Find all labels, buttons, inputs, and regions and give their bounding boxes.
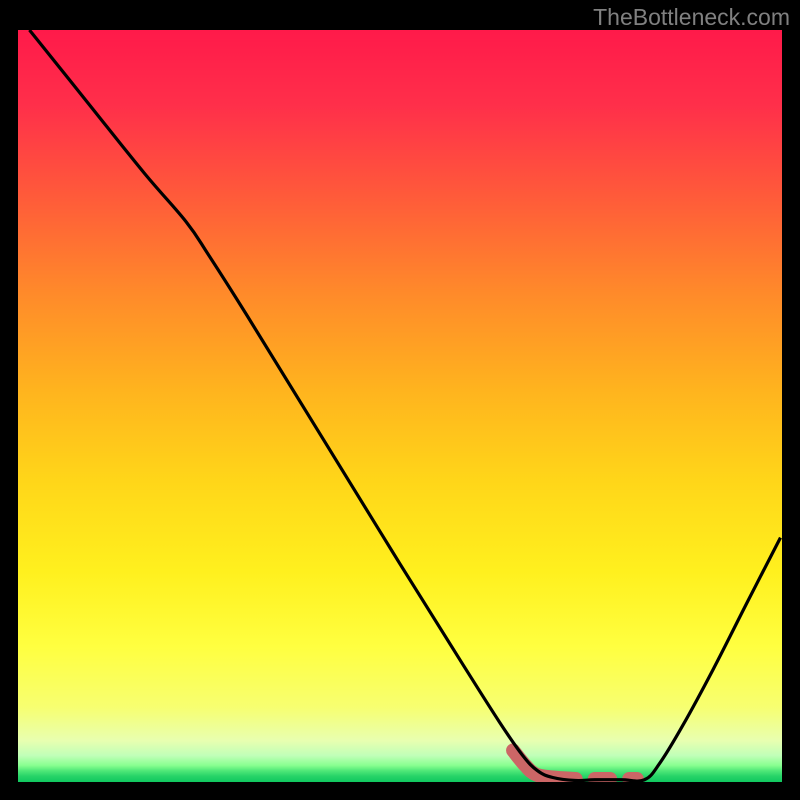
gradient-background — [18, 30, 782, 782]
stage: TheBottleneck.com — [0, 0, 800, 800]
plot-area — [18, 30, 782, 782]
plot-svg — [18, 30, 782, 782]
watermark-text: TheBottleneck.com — [593, 4, 790, 31]
